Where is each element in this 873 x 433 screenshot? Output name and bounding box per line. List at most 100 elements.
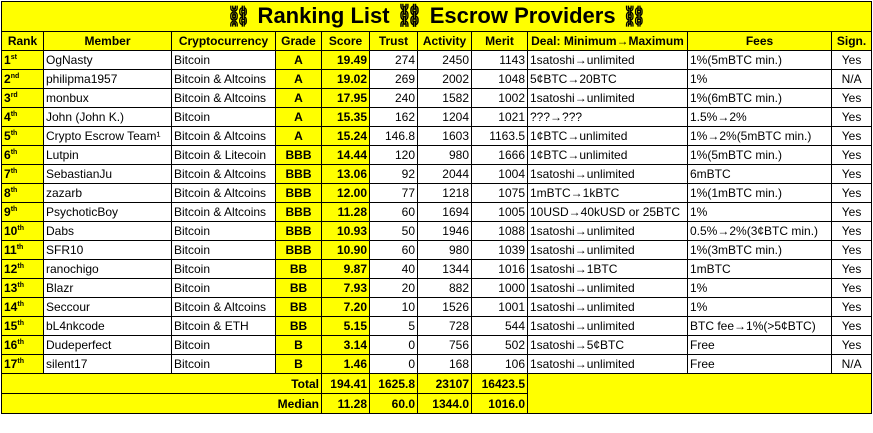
activity-cell[interactable]: 980 xyxy=(417,240,472,260)
sign-cell[interactable]: Yes xyxy=(830,278,873,298)
score-cell[interactable]: 3.14 xyxy=(321,335,370,355)
trust-cell[interactable]: 40 xyxy=(369,259,418,279)
activity-cell[interactable]: 1204 xyxy=(417,107,472,127)
merit-cell[interactable]: 1021 xyxy=(471,107,528,127)
sign-cell[interactable]: Yes xyxy=(830,164,873,184)
fees-cell[interactable]: Free xyxy=(687,335,832,355)
score-cell[interactable]: 10.90 xyxy=(321,240,370,260)
deal-cell[interactable]: 10USD→40kUSD or 25BTC xyxy=(527,202,688,222)
score-cell[interactable]: 9.87 xyxy=(321,259,370,279)
member-cell[interactable]: PsychoticBoy xyxy=(43,202,172,222)
member-cell[interactable]: Dabs xyxy=(43,221,172,241)
cryptocurrency-cell[interactable]: Bitcoin & Altcoins xyxy=(171,69,276,89)
header-merit[interactable]: Merit xyxy=(471,31,528,51)
sign-cell[interactable]: Yes xyxy=(830,145,873,165)
deal-cell[interactable]: 5¢BTC→20BTC xyxy=(527,69,688,89)
cryptocurrency-cell[interactable]: Bitcoin xyxy=(171,335,276,355)
fees-cell[interactable]: 1%→2%(5mBTC min.) xyxy=(687,126,832,146)
header-member[interactable]: Member xyxy=(43,31,172,51)
cryptocurrency-cell[interactable]: Bitcoin & Altcoins xyxy=(171,202,276,222)
merit-cell[interactable]: 1005 xyxy=(471,202,528,222)
score-cell[interactable]: 7.93 xyxy=(321,278,370,298)
grade-cell[interactable]: BB xyxy=(275,316,322,336)
member-cell[interactable]: bL4nkcode xyxy=(43,316,172,336)
sign-cell[interactable]: Yes xyxy=(830,335,873,355)
sign-cell[interactable]: Yes xyxy=(830,221,873,241)
grade-cell[interactable]: BBB xyxy=(275,202,322,222)
member-cell[interactable]: Dudeperfect xyxy=(43,335,172,355)
grade-cell[interactable]: BBB xyxy=(275,164,322,184)
sign-cell[interactable]: Yes xyxy=(830,259,873,279)
merit-cell[interactable]: 1002 xyxy=(471,88,528,108)
activity-cell[interactable]: 2450 xyxy=(417,50,472,70)
deal-cell[interactable]: 1satoshi→unlimited xyxy=(527,354,688,374)
fees-cell[interactable]: 1% xyxy=(687,202,832,222)
activity-cell[interactable]: 756 xyxy=(417,335,472,355)
trust-cell[interactable]: 120 xyxy=(369,145,418,165)
score-cell[interactable]: 5.15 xyxy=(321,316,370,336)
merit-cell[interactable]: 1016 xyxy=(471,259,528,279)
grade-cell[interactable]: BB xyxy=(275,278,322,298)
fees-cell[interactable]: 0.5%→2%(3¢BTC min.) xyxy=(687,221,832,241)
sign-cell[interactable]: N/A xyxy=(830,69,873,89)
total-trust[interactable]: 1625.8 xyxy=(369,373,418,394)
header-rank[interactable]: Rank xyxy=(1,31,44,51)
deal-cell[interactable]: 1satoshi→5¢BTC xyxy=(527,335,688,355)
trust-cell[interactable]: 77 xyxy=(369,183,418,203)
member-cell[interactable]: Crypto Escrow Team¹ xyxy=(43,126,172,146)
merit-cell[interactable]: 502 xyxy=(471,335,528,355)
deal-cell[interactable]: 1satoshi→unlimited xyxy=(527,240,688,260)
rank-cell[interactable]: 13th xyxy=(1,278,44,298)
grade-cell[interactable]: BB xyxy=(275,259,322,279)
rank-cell[interactable]: 2nd xyxy=(1,69,44,89)
activity-cell[interactable]: 2002 xyxy=(417,69,472,89)
header-activity[interactable]: Activity xyxy=(417,31,472,51)
fees-cell[interactable]: 6mBTC xyxy=(687,164,832,184)
member-cell[interactable]: Lutpin xyxy=(43,145,172,165)
deal-cell[interactable]: ???→??? xyxy=(527,107,688,127)
member-cell[interactable]: SebastianJu xyxy=(43,164,172,184)
score-cell[interactable]: 15.35 xyxy=(321,107,370,127)
cryptocurrency-cell[interactable]: Bitcoin xyxy=(171,259,276,279)
score-cell[interactable]: 19.49 xyxy=(321,50,370,70)
deal-cell[interactable]: 1satoshi→1BTC xyxy=(527,259,688,279)
merit-cell[interactable]: 1163.5 xyxy=(471,126,528,146)
grade-cell[interactable]: A xyxy=(275,107,322,127)
median-merit[interactable]: 1016.0 xyxy=(471,393,528,414)
grade-cell[interactable]: B xyxy=(275,335,322,355)
grade-cell[interactable]: A xyxy=(275,126,322,146)
rank-cell[interactable]: 9th xyxy=(1,202,44,222)
member-cell[interactable]: monbux xyxy=(43,88,172,108)
header-score[interactable]: Score xyxy=(321,31,370,51)
fees-cell[interactable]: 1%(3mBTC min.) xyxy=(687,240,832,260)
merit-cell[interactable]: 1666 xyxy=(471,145,528,165)
merit-cell[interactable]: 1143 xyxy=(471,50,528,70)
merit-cell[interactable]: 1039 xyxy=(471,240,528,260)
cryptocurrency-cell[interactable]: Bitcoin xyxy=(171,240,276,260)
header-trust[interactable]: Trust xyxy=(369,31,418,51)
total-activity[interactable]: 23107 xyxy=(417,373,472,394)
fees-cell[interactable]: 1% xyxy=(687,278,832,298)
merit-cell[interactable]: 1004 xyxy=(471,164,528,184)
activity-cell[interactable]: 1344 xyxy=(417,259,472,279)
trust-cell[interactable]: 269 xyxy=(369,69,418,89)
member-cell[interactable]: zazarb xyxy=(43,183,172,203)
activity-cell[interactable]: 728 xyxy=(417,316,472,336)
deal-cell[interactable]: 1satoshi→unlimited xyxy=(527,297,688,317)
median-label[interactable]: Median xyxy=(1,393,322,414)
fees-cell[interactable]: 1% xyxy=(687,297,832,317)
fees-cell[interactable]: 1%(1mBTC min.) xyxy=(687,183,832,203)
deal-cell[interactable]: 1¢BTC→unlimited xyxy=(527,126,688,146)
deal-cell[interactable]: 1satoshi→unlimited xyxy=(527,278,688,298)
grade-cell[interactable]: A xyxy=(275,50,322,70)
member-cell[interactable]: silent17 xyxy=(43,354,172,374)
sign-cell[interactable]: Yes xyxy=(830,50,873,70)
rank-cell[interactable]: 10th xyxy=(1,221,44,241)
merit-cell[interactable]: 1088 xyxy=(471,221,528,241)
sign-cell[interactable]: Yes xyxy=(830,88,873,108)
header-sign[interactable]: Sign. xyxy=(830,31,873,51)
grade-cell[interactable]: A xyxy=(275,69,322,89)
sign-cell[interactable]: Yes xyxy=(830,297,873,317)
header-cryptocurrency[interactable]: Cryptocurrency xyxy=(171,31,276,51)
fees-cell[interactable]: 1%(5mBTC min.) xyxy=(687,145,832,165)
